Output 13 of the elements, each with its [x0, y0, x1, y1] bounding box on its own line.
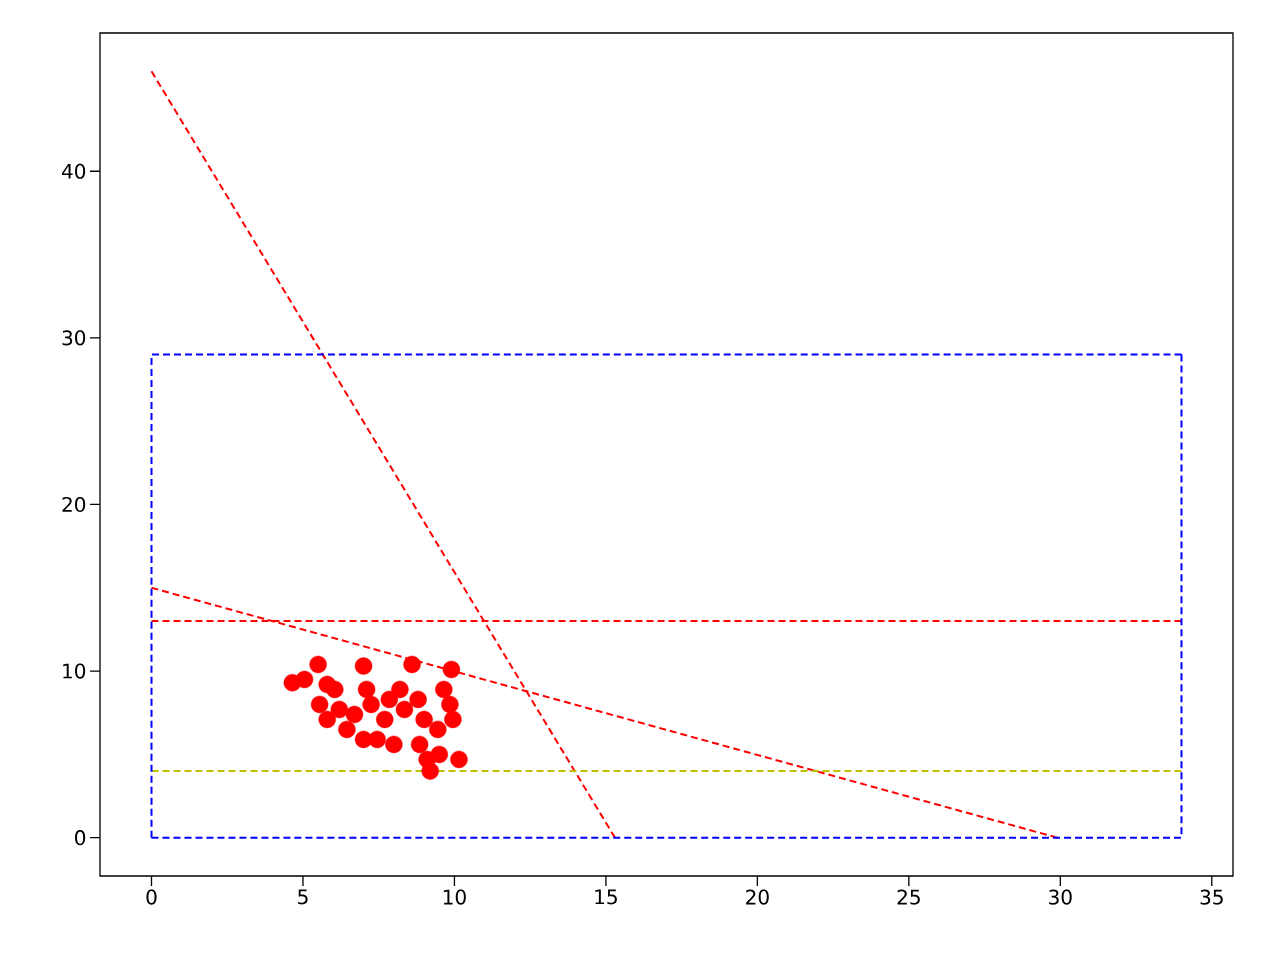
x-tick-label: 25	[897, 889, 920, 905]
x-tick-label: 10	[443, 889, 466, 905]
x-tick-label: 35	[1200, 889, 1223, 905]
x-tick-label: 30	[1049, 889, 1072, 905]
y-tick-label: 0	[75, 830, 86, 846]
y-tick-label: 10	[63, 663, 86, 679]
x-tick-label: 20	[746, 889, 769, 905]
x-tick-label: 5	[298, 889, 308, 905]
y-tick-label: 40	[61, 163, 86, 179]
x-tick-label: 15	[595, 889, 617, 905]
y-tick-label: 20	[62, 496, 86, 513]
x-tick-label: 0	[146, 889, 157, 905]
y-tick-label: 30	[62, 330, 86, 346]
